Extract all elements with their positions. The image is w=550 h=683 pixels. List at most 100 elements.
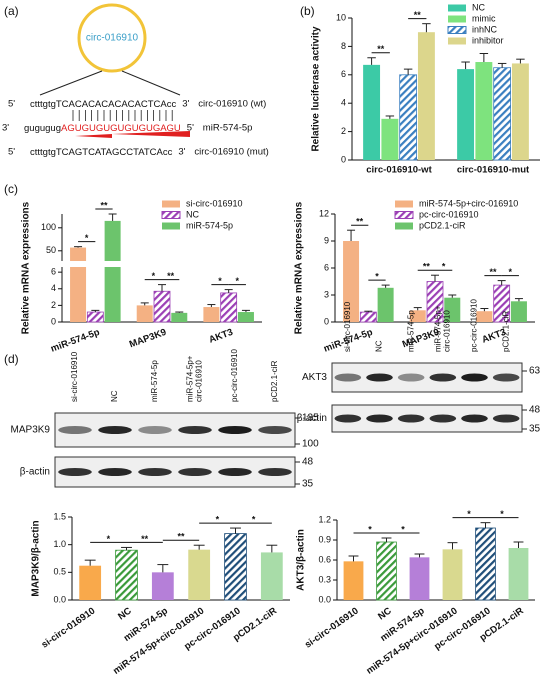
bar xyxy=(237,312,254,322)
significance-label: ** xyxy=(167,271,175,281)
strand-end: 3' xyxy=(2,123,9,134)
bar xyxy=(70,247,87,322)
x-tick-label: MAP3K9 xyxy=(128,327,168,351)
significance-label: ** xyxy=(490,267,498,277)
axis-break xyxy=(57,261,262,267)
y-tick-label: 3 xyxy=(324,289,329,299)
x-tick-label: NC xyxy=(116,605,134,622)
blot-band xyxy=(98,468,132,476)
y-tick-label: 0.5 xyxy=(53,567,66,577)
bar xyxy=(343,241,360,322)
lane-label: pCD2.1-ciR xyxy=(501,310,510,352)
y-axis-label: Relative mRNA expressions xyxy=(294,201,305,334)
arrow xyxy=(75,134,112,138)
legend-swatch xyxy=(394,211,414,219)
legend-swatch xyxy=(448,4,466,12)
legend-label: pc-circ-016910 xyxy=(419,209,479,219)
lane-label: si-circ-016910 xyxy=(343,301,352,352)
lane-label: circ-016910 xyxy=(195,360,204,402)
legend-swatch xyxy=(395,200,413,208)
significance-label: * xyxy=(152,271,156,281)
blot-band xyxy=(138,426,172,434)
significance-label: * xyxy=(252,514,256,524)
significance-label: * xyxy=(401,524,405,534)
bar xyxy=(79,565,102,600)
blot-band xyxy=(334,414,362,423)
bar xyxy=(359,311,377,323)
y-tick-label: 0 xyxy=(324,316,329,326)
x-tick-label: miR-574-5p xyxy=(49,327,101,355)
y-tick-label: 0.3 xyxy=(318,574,331,584)
lane-label: si-circ-016910 xyxy=(70,351,79,402)
panel-label: (a) xyxy=(4,4,19,18)
y-axis-label: Relative mRNA expressions xyxy=(21,201,32,334)
significance-label: * xyxy=(368,524,372,534)
marker-label: 100 xyxy=(302,439,319,450)
blot-band xyxy=(258,426,292,434)
panel-label: (c) xyxy=(4,182,18,196)
blot-band xyxy=(366,414,393,423)
marker-label: 35 xyxy=(529,424,541,435)
blot-band xyxy=(492,373,520,382)
y-tick-label: 1.0 xyxy=(53,539,66,549)
y-tick-label: 12 xyxy=(319,208,329,218)
bar xyxy=(220,292,238,323)
blot-band xyxy=(138,468,172,476)
marker-label: 63 xyxy=(529,366,541,377)
legend-label: NC xyxy=(472,2,485,12)
bar xyxy=(475,62,493,160)
y-axis-label: Relative luciferase activity xyxy=(311,26,322,152)
panel-label: (b) xyxy=(300,4,315,18)
y-tick-label: 9 xyxy=(324,235,329,245)
significance-label: ** xyxy=(100,200,108,210)
legend-label: miR-574-5p xyxy=(186,220,233,230)
y-tick-label: 0 xyxy=(341,154,346,164)
legend-label: inhNC xyxy=(472,24,498,34)
bar xyxy=(136,305,153,322)
bar xyxy=(104,220,121,322)
legend-label: inhibitor xyxy=(472,35,504,45)
lane-label: NC xyxy=(375,340,384,352)
strand-name: circ-016910 (wt) xyxy=(198,99,266,110)
legend-label: NC xyxy=(186,209,199,219)
bar xyxy=(381,118,399,160)
bar xyxy=(376,541,397,601)
bar xyxy=(457,69,475,160)
marker-label: 35 xyxy=(302,479,314,490)
bar xyxy=(377,287,394,322)
bar xyxy=(86,311,104,323)
blot-band xyxy=(397,414,425,423)
bar xyxy=(417,32,435,161)
x-tick-label: AKT3 xyxy=(207,327,234,346)
significance-label: * xyxy=(216,514,220,524)
blot-band xyxy=(218,426,252,434)
blot-band xyxy=(58,468,92,476)
x-tick-label: circ-016910-wt xyxy=(366,165,432,176)
sequence-part: gugugug xyxy=(24,123,61,134)
x-tick-label: si-circ-016910 xyxy=(303,606,361,651)
marker-label: 48 xyxy=(529,405,541,416)
legend-swatch xyxy=(447,26,467,34)
bar xyxy=(260,552,283,600)
blot-frame xyxy=(331,362,523,393)
strand-end: 5' xyxy=(187,123,194,134)
blot-band xyxy=(461,373,488,382)
y-axis-label: MAP3K9/β-actin xyxy=(31,520,42,596)
blot-frame xyxy=(54,412,296,448)
y-tick-label: 4 xyxy=(341,98,346,108)
lane-label: miR-574-5p xyxy=(150,360,159,402)
row-label: β-actin xyxy=(297,413,327,424)
significance-label: * xyxy=(85,233,89,243)
bar xyxy=(153,290,171,323)
connector xyxy=(39,70,103,96)
sequence-part: AGUGUGUGUGUGUGAGU xyxy=(61,123,181,134)
y-tick-label: 1.5 xyxy=(53,511,66,521)
blot-band xyxy=(258,468,292,476)
strand-name: circ-016910 (mut) xyxy=(194,147,268,158)
y-tick-label: 0.6 xyxy=(318,554,331,564)
y-tick-label: 6 xyxy=(51,267,56,277)
blot-band xyxy=(461,414,488,423)
bar xyxy=(511,63,529,160)
bar xyxy=(399,74,417,161)
legend-label: mimic xyxy=(472,13,496,23)
